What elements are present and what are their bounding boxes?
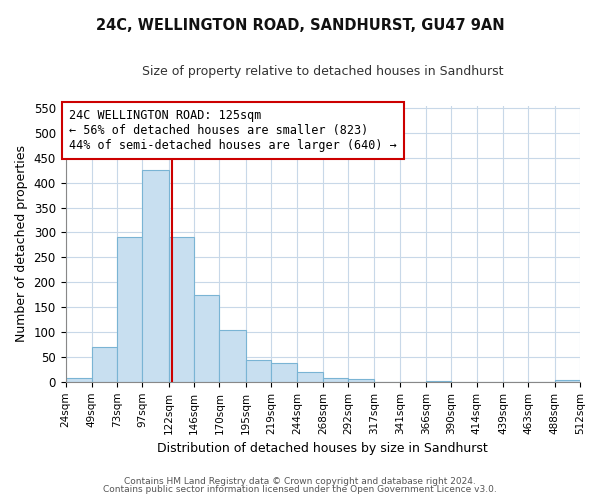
X-axis label: Distribution of detached houses by size in Sandhurst: Distribution of detached houses by size … <box>157 442 488 455</box>
Bar <box>220 330 246 382</box>
Bar <box>298 372 323 382</box>
Bar <box>271 363 298 382</box>
Text: 24C, WELLINGTON ROAD, SANDHURST, GU47 9AN: 24C, WELLINGTON ROAD, SANDHURST, GU47 9A… <box>95 18 505 32</box>
Bar <box>142 170 169 382</box>
Text: Contains public sector information licensed under the Open Government Licence v3: Contains public sector information licen… <box>103 485 497 494</box>
Bar <box>92 347 117 382</box>
Text: 24C WELLINGTON ROAD: 125sqm
← 56% of detached houses are smaller (823)
44% of se: 24C WELLINGTON ROAD: 125sqm ← 56% of det… <box>68 109 397 152</box>
Bar <box>348 380 374 382</box>
Bar <box>426 381 451 382</box>
Bar <box>65 378 92 382</box>
Bar <box>554 380 580 382</box>
Bar <box>117 237 142 382</box>
Bar <box>246 360 271 382</box>
Bar <box>323 378 348 382</box>
Title: Size of property relative to detached houses in Sandhurst: Size of property relative to detached ho… <box>142 65 503 78</box>
Bar <box>194 294 220 382</box>
Y-axis label: Number of detached properties: Number of detached properties <box>15 145 28 342</box>
Text: Contains HM Land Registry data © Crown copyright and database right 2024.: Contains HM Land Registry data © Crown c… <box>124 477 476 486</box>
Bar <box>169 237 194 382</box>
